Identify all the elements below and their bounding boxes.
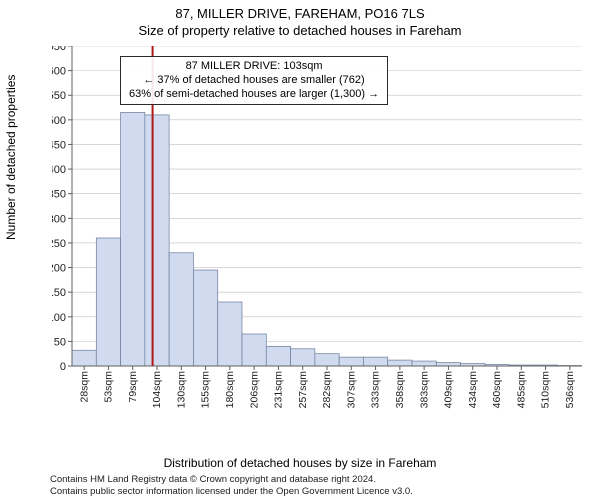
svg-text:104sqm: 104sqm	[151, 371, 163, 409]
histogram-plot: 0 50 100 150 200 250 300 350 400 450 500 550 600 650 2…	[52, 46, 582, 418]
svg-text:50: 50	[54, 336, 66, 348]
callout-line1: 87 MILLER DRIVE: 103sqm	[129, 60, 379, 74]
svg-text:250: 250	[52, 238, 66, 250]
svg-text:600: 600	[52, 66, 66, 78]
svg-text:282sqm: 282sqm	[321, 371, 333, 409]
svg-text:434sqm: 434sqm	[467, 371, 479, 409]
footer-line2: Contains public sector information licen…	[50, 486, 413, 498]
svg-text:155sqm: 155sqm	[200, 371, 212, 409]
svg-text:100: 100	[52, 312, 66, 324]
svg-text:307sqm: 307sqm	[345, 371, 357, 409]
svg-text:333sqm: 333sqm	[370, 371, 382, 409]
svg-text:400: 400	[52, 164, 66, 176]
marker-callout: 87 MILLER DRIVE: 103sqm ← 37% of detache…	[120, 56, 388, 105]
svg-text:231sqm: 231sqm	[273, 371, 285, 409]
callout-line3: 63% of semi-detached houses are larger (…	[129, 88, 379, 102]
svg-text:180sqm: 180sqm	[224, 371, 236, 409]
page-title-line2: Size of property relative to detached ho…	[0, 21, 600, 38]
page-title-line1: 87, MILLER DRIVE, FAREHAM, PO16 7LS	[0, 0, 600, 21]
svg-text:28sqm: 28sqm	[78, 371, 90, 403]
svg-text:536sqm: 536sqm	[564, 371, 576, 409]
svg-text:130sqm: 130sqm	[175, 371, 187, 409]
svg-text:650: 650	[52, 46, 66, 53]
svg-text:0: 0	[60, 361, 66, 373]
svg-text:358sqm: 358sqm	[394, 371, 406, 409]
svg-text:409sqm: 409sqm	[443, 371, 455, 409]
svg-text:53sqm: 53sqm	[103, 371, 115, 403]
svg-text:450: 450	[52, 139, 66, 151]
x-axis-label: Distribution of detached houses by size …	[0, 456, 600, 470]
svg-text:200: 200	[52, 263, 66, 275]
svg-text:350: 350	[52, 189, 66, 201]
svg-text:500: 500	[52, 115, 66, 127]
svg-text:485sqm: 485sqm	[515, 371, 527, 409]
svg-text:460sqm: 460sqm	[491, 371, 503, 409]
svg-text:150: 150	[52, 287, 66, 299]
chart-container: 87, MILLER DRIVE, FAREHAM, PO16 7LS Size…	[0, 0, 600, 500]
svg-text:550: 550	[52, 90, 66, 102]
y-axis-label: Number of detached properties	[4, 75, 18, 240]
callout-line2: ← 37% of detached houses are smaller (76…	[129, 74, 379, 88]
svg-text:206sqm: 206sqm	[248, 371, 260, 409]
svg-text:79sqm: 79sqm	[127, 371, 139, 403]
footer-line1: Contains HM Land Registry data © Crown c…	[50, 474, 413, 486]
svg-text:257sqm: 257sqm	[297, 371, 309, 409]
footer-text: Contains HM Land Registry data © Crown c…	[50, 474, 413, 498]
svg-text:383sqm: 383sqm	[418, 371, 430, 409]
svg-text:300: 300	[52, 213, 66, 225]
svg-text:510sqm: 510sqm	[540, 371, 552, 409]
